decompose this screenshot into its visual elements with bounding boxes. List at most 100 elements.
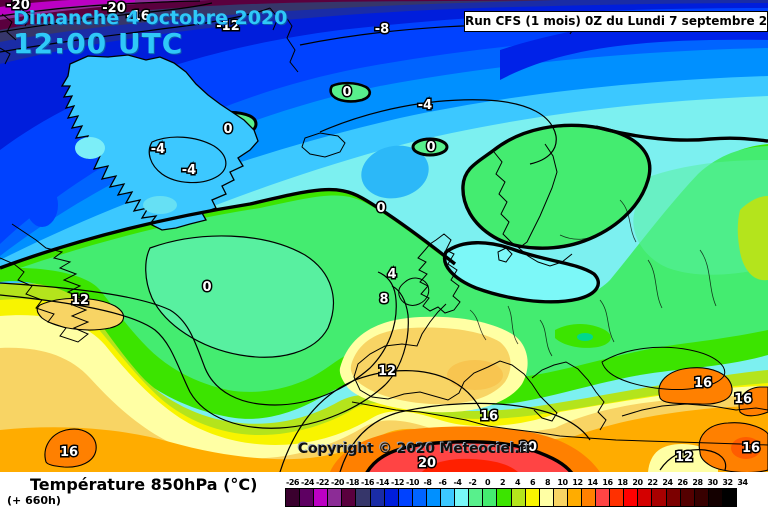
colorbar-cell	[666, 489, 680, 506]
contour-value-label: 0	[376, 201, 385, 216]
contour-value-label: 20	[418, 456, 436, 471]
colorbar-tick: -26	[286, 478, 299, 487]
colorbar-tick: 34	[737, 478, 748, 487]
contour-value-label: -20	[102, 1, 126, 16]
colorbar-tick: -20	[331, 478, 344, 487]
contour-value-label: 0	[342, 85, 351, 100]
contour-value-label: 0	[202, 280, 211, 295]
colorbar-cell	[412, 489, 426, 506]
colorbar-tick: 32	[722, 478, 733, 487]
legend-footer: Température 850hPa (°C) (+ 660h) -26 -24-…	[0, 472, 768, 512]
colorbar-cell	[638, 489, 652, 506]
colorbar-cell	[300, 489, 314, 506]
contour-value-label: 4	[387, 267, 396, 282]
colorbar-cell	[483, 489, 497, 506]
colorbar-cell	[511, 489, 525, 506]
colorbar: -26 -24 -22 -20 -18 -16 -14 -12 -10 -8 -6 -4 -2 0 2 4 6 8…	[285, 478, 765, 507]
colorbar-tick: -12	[391, 478, 404, 487]
contour-value-label: 12	[675, 450, 693, 465]
colorbar-cell	[567, 489, 581, 506]
contour-lines-thin	[0, 0, 768, 472]
forecast-date: Dimanche 4 octobre 2020	[13, 7, 288, 29]
colorbar-tick: 12	[572, 478, 583, 487]
colorbar-cell	[356, 489, 370, 506]
colorbar-tick: 4	[514, 478, 521, 487]
colorbar-cell	[624, 489, 638, 506]
colorbar-tick: 6	[529, 478, 536, 487]
contour-value-label: -12	[216, 19, 240, 34]
colorbar-tick: 24	[662, 478, 673, 487]
contour-value-label: 16	[480, 409, 498, 424]
contour-lines-thick	[0, 125, 768, 270]
colorbar-cell	[342, 489, 356, 506]
colorbar-tick: 16	[602, 478, 613, 487]
colorbar-tick: -4	[453, 478, 462, 487]
colorbar-cell	[384, 489, 398, 506]
contour-value-label: -20	[6, 0, 30, 13]
colorbar-cells	[285, 488, 737, 507]
colorbar-cell	[314, 489, 328, 506]
colorbar-cell	[370, 489, 384, 506]
colorbar-tick: 30	[707, 478, 718, 487]
colorbar-cell	[525, 489, 539, 506]
colorbar-cell	[596, 489, 610, 506]
colorbar-cell	[694, 489, 708, 506]
colorbar-tick: -2	[468, 478, 477, 487]
colorbar-tick: -18	[346, 478, 359, 487]
contour-value-label: 20	[519, 440, 537, 455]
colorbar-tick: -10	[406, 478, 419, 487]
colorbar-cell	[708, 489, 722, 506]
contour-value-label: -4	[182, 163, 196, 178]
weather-map-svg: -20 -20-16-12 -8-4-4-400000481212121616161…	[0, 0, 768, 472]
forecast-time: 12:00 UTC	[13, 27, 184, 60]
run-info-box: Run CFS (1 mois) 0Z du Lundi 7 septembre…	[464, 11, 768, 32]
colorbar-tick: -24	[301, 478, 314, 487]
colorbar-cell	[497, 489, 511, 506]
contour-value-label: 12	[378, 364, 396, 379]
contour-value-label: -4	[151, 142, 165, 157]
colorbar-cell	[610, 489, 624, 506]
colorbar-tick: 22	[647, 478, 658, 487]
contour-value-label: 16	[694, 376, 712, 391]
colorbar-cell	[328, 489, 342, 506]
colorbar-tick: 18	[617, 478, 628, 487]
legend-title: Température 850hPa (°C)	[30, 475, 258, 494]
coastlines	[0, 7, 768, 446]
colorbar-cell	[286, 489, 300, 506]
colorbar-cell	[553, 489, 567, 506]
colorbar-tick: -8	[423, 478, 432, 487]
colorbar-tick: 10	[557, 478, 568, 487]
contour-value-label: 12	[71, 293, 89, 308]
contour-value-label: -16	[126, 9, 150, 24]
colorbar-tick: 26	[677, 478, 688, 487]
colorbar-tick: 0	[484, 478, 491, 487]
colorbar-tick: 28	[692, 478, 703, 487]
colorbar-cell	[539, 489, 553, 506]
colorbar-cell	[680, 489, 694, 506]
contour-labels: -20 -20-16-12 -8-4-4-400000481212121616161…	[5, 0, 762, 472]
colorbar-tick	[750, 478, 765, 488]
colorbar-cell	[469, 489, 483, 506]
temperature-field	[0, 0, 768, 472]
colorbar-tick: 14	[587, 478, 598, 487]
colorbar-cell	[455, 489, 469, 506]
map-area: -20 -20 -16 -12 -8 -4 -4 -4 0 0 0 0 0 4 8 12 12 12 16 16 16 1…	[0, 0, 768, 472]
colorbar-cell	[441, 489, 455, 506]
contour-value-label: 16	[734, 392, 752, 407]
colorbar-tick: -22	[316, 478, 329, 487]
colorbar-tick: 20	[632, 478, 643, 487]
contour-value-label: 16	[742, 441, 760, 456]
contour-value-label: 16	[60, 445, 78, 460]
colorbar-cell	[581, 489, 596, 506]
contour-value-label: 0	[223, 122, 232, 137]
colorbar-ticks: -26 -24 -22 -20 -18 -16 -14 -12 -10 -8 -6 -4 -2 0 2 4 6 8…	[285, 478, 765, 488]
colorbar-tick: -14	[376, 478, 389, 487]
contour-value-label: 8	[379, 292, 388, 307]
colorbar-tick: -16	[361, 478, 374, 487]
colorbar-tick: 8	[544, 478, 551, 487]
colorbar-tick: -6	[438, 478, 447, 487]
contour-value-label: 0	[426, 140, 435, 155]
copyright-watermark: Copyright © 2020 Meteociel.fr	[298, 441, 533, 457]
colorbar-cell	[722, 489, 736, 506]
